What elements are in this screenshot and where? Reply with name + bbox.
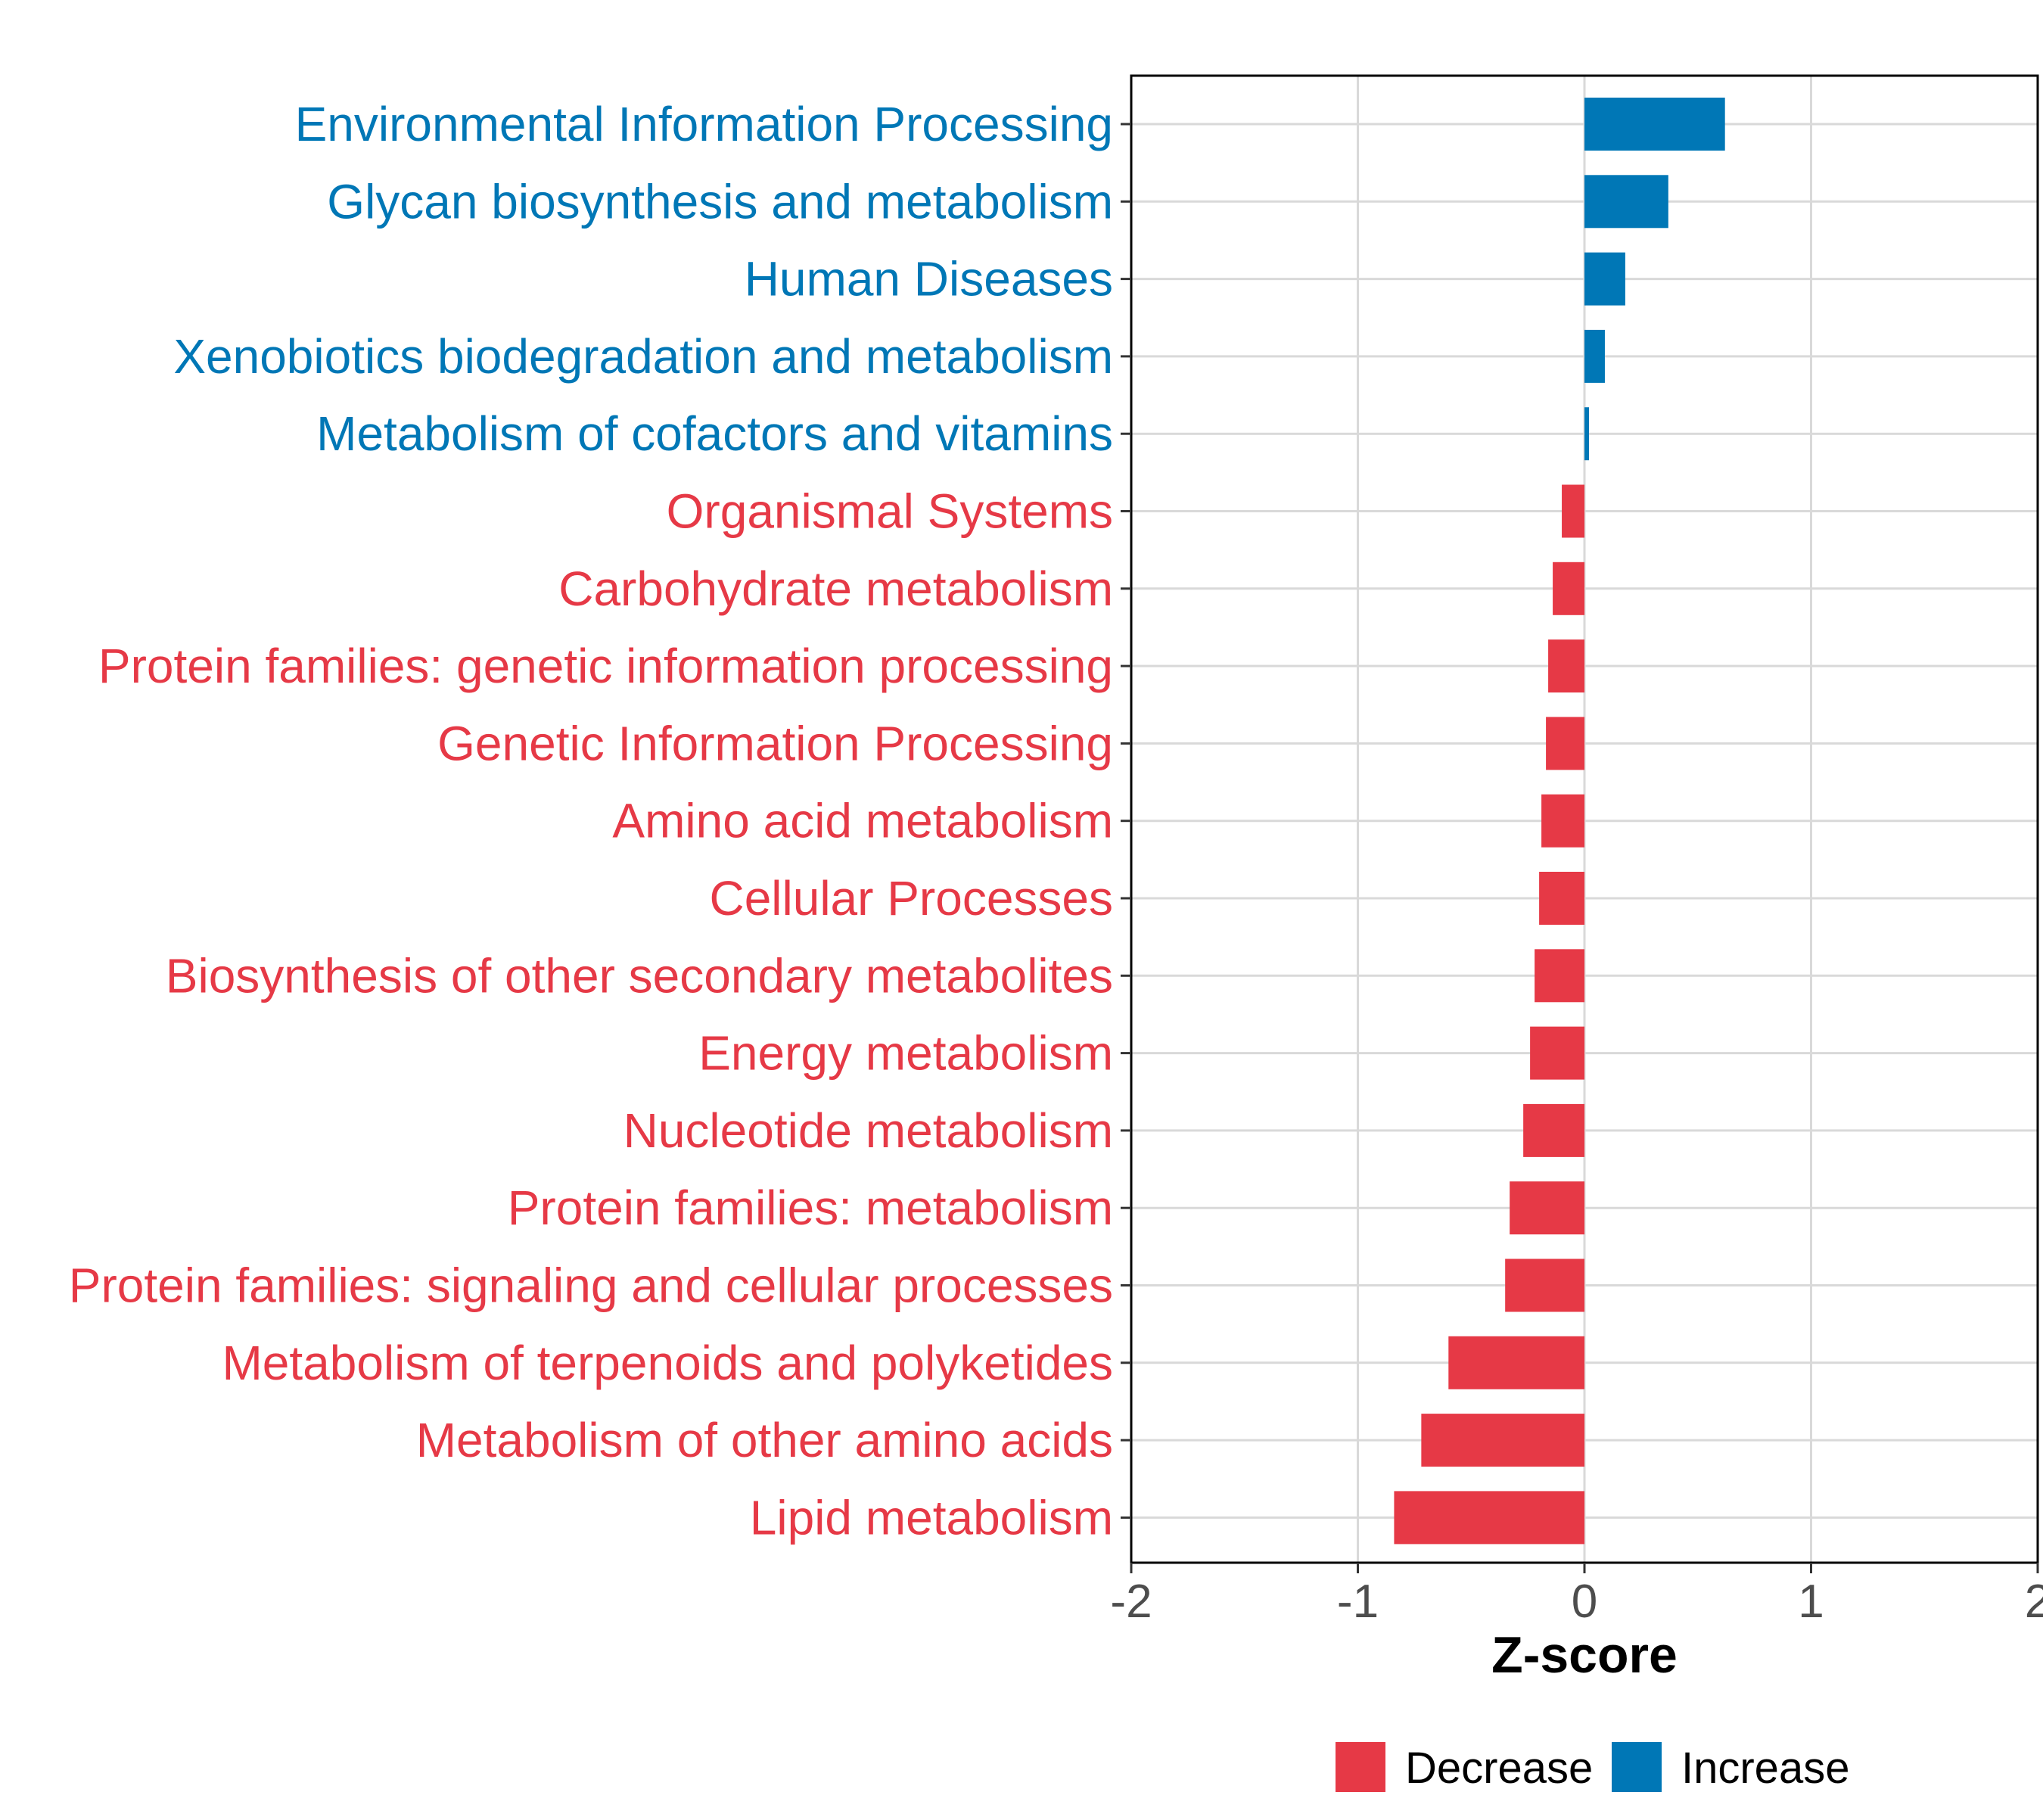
bar [1421, 1414, 1584, 1467]
category-label: Cellular Processes [709, 871, 1113, 926]
x-tick-label: -1 [1337, 1576, 1379, 1628]
category-label: Organismal Systems [667, 484, 1113, 539]
bar [1448, 1336, 1584, 1389]
category-label: Biosynthesis of other secondary metaboli… [166, 948, 1113, 1003]
bar [1541, 794, 1584, 848]
category-label: Protein families: genetic information pr… [98, 639, 1113, 693]
category-label: Metabolism of other amino acids [416, 1413, 1113, 1467]
category-label: Genetic Information Processing [437, 716, 1113, 770]
x-tick-label: -2 [1110, 1576, 1152, 1628]
x-tick-label: 0 [1572, 1576, 1597, 1628]
category-label: Amino acid metabolism [612, 794, 1113, 848]
bar [1553, 562, 1584, 615]
x-axis-ticks: -2 -1 0 1 2 [1110, 123, 2043, 1628]
category-label: Carbohydrate metabolism [558, 562, 1113, 616]
legend-label-increase: Increase [1681, 1744, 1849, 1793]
category-label: Nucleotide metabolism [623, 1103, 1113, 1158]
category-label: Protein families: signaling and cellular… [69, 1258, 1113, 1313]
category-label: Glycan biosynthesis and metabolism [327, 174, 1113, 229]
category-label-layer: Environmental Information Processing Glyc… [69, 97, 1113, 1545]
category-label: Metabolism of terpenoids and polyketides [222, 1336, 1113, 1390]
bar [1562, 484, 1584, 538]
category-label: Energy metabolism [698, 1026, 1113, 1081]
x-axis-title: Z-score [1491, 1626, 1678, 1684]
bar [1584, 98, 1725, 151]
bar [1510, 1181, 1584, 1235]
category-label: Protein families: metabolism [508, 1181, 1113, 1235]
category-label: Environmental Information Processing [295, 97, 1113, 151]
bar [1584, 329, 1605, 383]
bar [1584, 252, 1625, 306]
category-label: Xenobiotics biodegradation and metabolis… [173, 329, 1113, 384]
category-label: Lipid metabolism [750, 1490, 1113, 1545]
bar [1584, 407, 1589, 461]
bar [1505, 1258, 1584, 1312]
legend: Decrease Increase [1336, 1742, 1849, 1793]
bar [1394, 1491, 1584, 1545]
bar [1584, 175, 1668, 229]
bar [1530, 1026, 1584, 1080]
legend-label-decrease: Decrease [1405, 1744, 1593, 1793]
bar [1548, 639, 1584, 693]
bar [1535, 949, 1584, 1003]
category-label: Human Diseases [745, 252, 1113, 306]
bar-layer [1394, 98, 1725, 1545]
legend-key-increase [1612, 1742, 1662, 1792]
bar [1523, 1103, 1584, 1157]
bar [1546, 717, 1584, 770]
bar [1539, 872, 1584, 925]
legend-key-decrease [1336, 1742, 1385, 1792]
category-label: Metabolism of cofactors and vitamins [316, 406, 1113, 461]
x-tick-label: 1 [1798, 1576, 1824, 1628]
x-tick-label: 2 [2025, 1576, 2043, 1628]
